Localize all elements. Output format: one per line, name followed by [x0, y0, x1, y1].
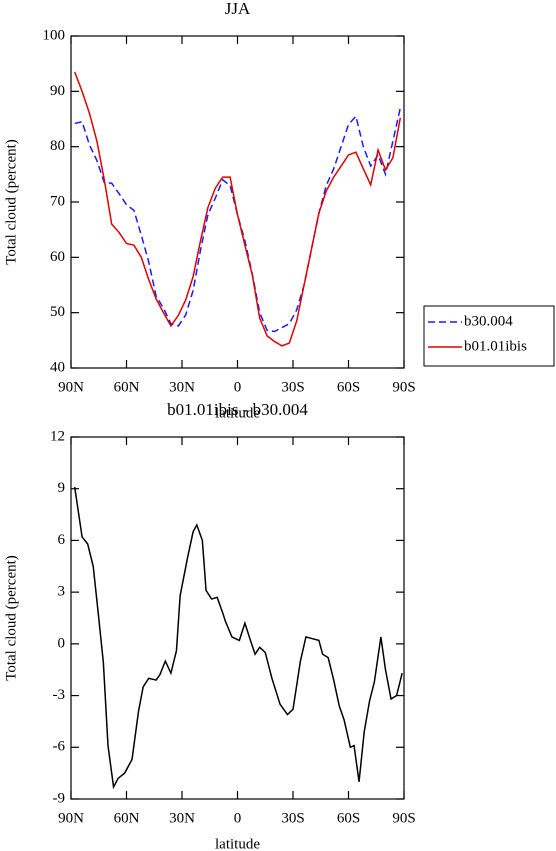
x-tick-label: 60N [114, 379, 140, 395]
plot-frame [70, 436, 405, 800]
y-tick-label: 80 [50, 138, 65, 154]
legend-label: b01.01ibis [464, 338, 527, 354]
chart-title: JJA [225, 0, 251, 18]
legend-label: b30.004 [464, 313, 513, 329]
y-tick-label: 60 [50, 249, 65, 265]
chart-title: b01.01ibis - b30.004 [167, 400, 308, 419]
x-tick-label: 30N [169, 379, 195, 395]
y-tick-label: 3 [58, 584, 66, 600]
y-tick-label: -3 [53, 687, 66, 703]
x-tick-label: 90N [58, 379, 84, 395]
y-tick-label: 9 [58, 480, 66, 496]
x-axis-label: latitude [215, 836, 260, 851]
x-tick-label: 60S [337, 810, 360, 826]
y-axis-label: Total cloud (percent) [3, 555, 19, 681]
y-tick-label: 70 [50, 193, 65, 209]
x-tick-label: 0 [234, 379, 242, 395]
y-tick-label: -6 [53, 739, 66, 755]
x-tick-label: 60N [114, 810, 140, 826]
x-tick-label: 30S [281, 379, 304, 395]
y-tick-label: 0 [58, 635, 66, 651]
plot-frame [70, 35, 405, 369]
y-tick-label: 90 [50, 83, 65, 99]
y-axis-label: Total cloud (percent) [3, 139, 19, 265]
y-tick-label: 40 [50, 359, 65, 375]
line [73, 71, 402, 347]
line [73, 486, 403, 790]
x-tick-label: 90N [58, 810, 84, 826]
x-tick-label: 30N [169, 810, 195, 826]
y-tick-label: 6 [58, 532, 66, 548]
y-tick-label: 12 [50, 428, 65, 444]
x-axis-label: latitude [215, 405, 260, 421]
y-tick-label: -9 [53, 790, 66, 806]
x-tick-label: 30S [281, 810, 304, 826]
x-tick-label: 60S [337, 379, 360, 395]
x-tick-label: 90S [392, 810, 415, 826]
y-tick-label: 50 [50, 304, 65, 320]
legend-box [423, 305, 555, 367]
line [74, 107, 402, 333]
x-tick-label: 0 [234, 810, 242, 826]
y-tick-label: 100 [43, 27, 66, 43]
x-tick-label: 90S [392, 379, 415, 395]
